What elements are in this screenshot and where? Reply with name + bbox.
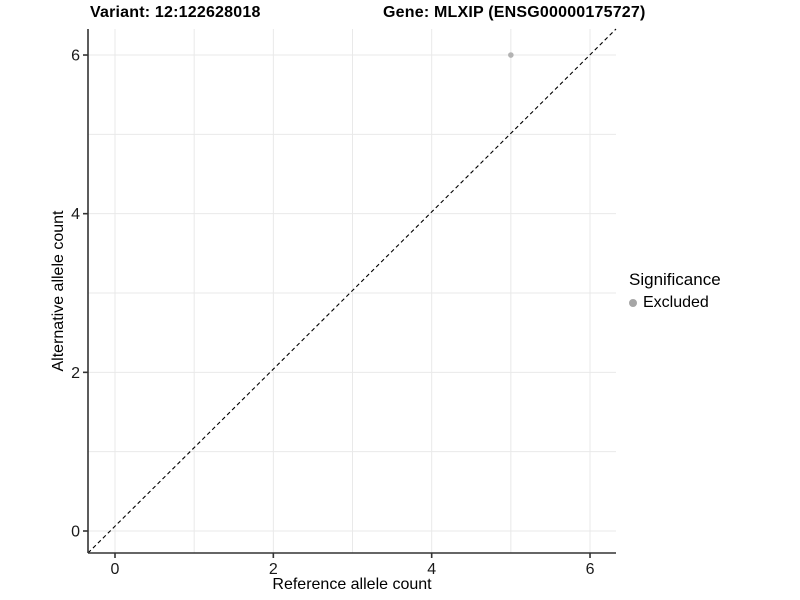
gridlines xyxy=(88,29,616,553)
y-axis-ticks: 0 2 4 6 xyxy=(71,48,88,541)
identity-reference-line xyxy=(87,28,617,554)
x-tick-label: 6 xyxy=(586,561,595,578)
legend-point-icon xyxy=(629,299,637,307)
y-tick-label: 6 xyxy=(71,48,80,65)
x-tick-label: 4 xyxy=(427,561,436,578)
y-tick-label: 0 xyxy=(71,524,80,541)
x-axis-title: Reference allele count xyxy=(272,576,432,593)
legend-title: Significance xyxy=(629,270,721,289)
x-axis-ticks: 0 2 4 6 xyxy=(111,553,595,578)
y-axis-title: Alternative allele count xyxy=(50,210,67,372)
legend: Significance Excluded xyxy=(629,270,721,313)
legend-item-label: Excluded xyxy=(643,294,709,311)
variant-title: Variant: 12:122628018 xyxy=(90,4,261,21)
x-tick-label: 0 xyxy=(111,561,120,578)
y-tick-label: 4 xyxy=(71,206,80,223)
axis-lines xyxy=(87,29,616,554)
y-tick-label: 2 xyxy=(71,365,80,382)
data-point xyxy=(508,52,514,58)
legend-key xyxy=(629,293,643,313)
x-tick-label: 2 xyxy=(269,561,278,578)
legend-items: Excluded xyxy=(629,293,721,313)
gene-title: Gene: MLXIP (ENSG00000175727) xyxy=(383,4,646,21)
legend-item: Excluded xyxy=(629,293,721,313)
